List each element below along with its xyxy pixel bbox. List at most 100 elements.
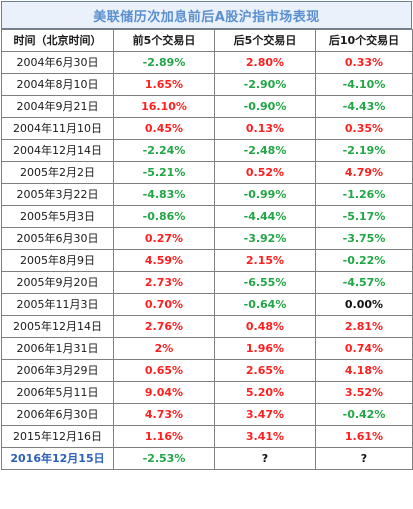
before5-cell: -5.21% xyxy=(113,161,215,184)
after5-cell: 1.96% xyxy=(214,337,316,360)
after5-cell: 0.52% xyxy=(214,161,316,184)
table-row: 2006年5月11日 9.04% 5.20% 3.52% xyxy=(1,381,413,404)
before5-cell: 1.65% xyxy=(113,73,215,96)
after5-cell: -0.64% xyxy=(214,293,316,316)
date-cell: 2006年6月30日 xyxy=(1,403,114,426)
after10-cell: -2.19% xyxy=(315,139,413,162)
before5-cell: -0.86% xyxy=(113,205,215,228)
before5-cell: 9.04% xyxy=(113,381,215,404)
data-table: 时间（北京时间） 前5个交易日 后5个交易日 后10个交易日 2004年6月30… xyxy=(1,29,413,470)
date-cell: 2006年5月11日 xyxy=(1,381,114,404)
after5-cell: 0.13% xyxy=(214,117,316,140)
table-row: 2005年9月20日 2.73% -6.55% -4.57% xyxy=(1,271,413,294)
after5-cell: 3.41% xyxy=(214,425,316,448)
date-cell: 2005年8月9日 xyxy=(1,249,114,272)
after5-cell: 0.48% xyxy=(214,315,316,338)
header-after5: 后5个交易日 xyxy=(214,29,316,52)
table-row: 2016年12月15日 -2.53%?? xyxy=(1,447,413,470)
after10-cell: -4.57% xyxy=(315,271,413,294)
date-cell: 2004年6月30日 xyxy=(1,51,114,74)
table-row: 2005年6月30日 0.27% -3.92% -3.75% xyxy=(1,227,413,250)
date-cell: 2004年12月14日 xyxy=(1,139,114,162)
after5-cell: -4.44% xyxy=(214,205,316,228)
date-cell: 2015年12月16日 xyxy=(1,425,114,448)
after10-cell: -0.42% xyxy=(315,403,413,426)
table-row: 2006年6月30日 4.73% 3.47% -0.42% xyxy=(1,403,413,426)
before5-cell: 1.16% xyxy=(113,425,215,448)
after5-cell: -0.99% xyxy=(214,183,316,206)
header-after10: 后10个交易日 xyxy=(315,29,413,52)
table-row: 2015年12月16日 1.16% 3.41% 1.61% xyxy=(1,425,413,448)
date-cell: 2006年1月31日 xyxy=(1,337,114,360)
after10-cell: -1.26% xyxy=(315,183,413,206)
after5-cell: -0.90% xyxy=(214,95,316,118)
header-date: 时间（北京时间） xyxy=(1,29,114,52)
table-row: 2005年12月14日 2.76% 0.48% 2.81% xyxy=(1,315,413,338)
date-cell: 2006年3月29日 xyxy=(1,359,114,382)
before5-cell: 2.76% xyxy=(113,315,215,338)
after10-cell: 0.00% xyxy=(315,293,413,316)
table-row: 2004年9月21日 16.10% -0.90% -4.43% xyxy=(1,95,413,118)
after5-cell: 3.47% xyxy=(214,403,316,426)
date-cell: 2005年12月14日 xyxy=(1,315,114,338)
after5-cell: ? xyxy=(214,447,316,470)
before5-cell: -2.24% xyxy=(113,139,215,162)
date-cell: 2005年3月22日 xyxy=(1,183,114,206)
after5-cell: 2.15% xyxy=(214,249,316,272)
header-before5: 前5个交易日 xyxy=(113,29,215,52)
after5-cell: -3.92% xyxy=(214,227,316,250)
before5-cell: 0.27% xyxy=(113,227,215,250)
table-row: 2004年8月10日 1.65% -2.90% -4.10% xyxy=(1,73,413,96)
date-cell: 2016年12月15日 xyxy=(1,447,114,470)
header-row: 时间（北京时间） 前5个交易日 后5个交易日 后10个交易日 xyxy=(1,29,413,52)
table-row: 2004年6月30日 -2.89% 2.80% 0.33% xyxy=(1,51,413,74)
before5-cell: -2.53% xyxy=(113,447,215,470)
after10-cell: 0.74% xyxy=(315,337,413,360)
table-body: 时间（北京时间） 前5个交易日 后5个交易日 后10个交易日 2004年6月30… xyxy=(1,29,413,470)
table-title: 美联储历次加息前后A股沪指市场表现 xyxy=(1,1,412,29)
date-cell: 2004年11月10日 xyxy=(1,117,114,140)
table-row: 2005年2月2日 -5.21% 0.52% 4.79% xyxy=(1,161,413,184)
table-row: 2005年8月9日 4.59% 2.15% -0.22% xyxy=(1,249,413,272)
after10-cell: 2.81% xyxy=(315,315,413,338)
after5-cell: 5.20% xyxy=(214,381,316,404)
table-row: 2005年5月3日 -0.86% -4.44% -5.17% xyxy=(1,205,413,228)
before5-cell: 0.45% xyxy=(113,117,215,140)
table-row: 2004年11月10日 0.45% 0.13% 0.35% xyxy=(1,117,413,140)
before5-cell: 0.65% xyxy=(113,359,215,382)
table-row: 2006年3月29日 0.65% 2.65% 4.18% xyxy=(1,359,413,382)
after10-cell: 0.35% xyxy=(315,117,413,140)
date-cell: 2005年6月30日 xyxy=(1,227,114,250)
after10-cell: 3.52% xyxy=(315,381,413,404)
before5-cell: -2.89% xyxy=(113,51,215,74)
before5-cell: 16.10% xyxy=(113,95,215,118)
after10-cell: 4.79% xyxy=(315,161,413,184)
after5-cell: -2.48% xyxy=(214,139,316,162)
after5-cell: 2.80% xyxy=(214,51,316,74)
after10-cell: 0.33% xyxy=(315,51,413,74)
table-row: 2006年1月31日 2% 1.96% 0.74% xyxy=(1,337,413,360)
after5-cell: -6.55% xyxy=(214,271,316,294)
date-cell: 2005年2月2日 xyxy=(1,161,114,184)
after10-cell: -4.43% xyxy=(315,95,413,118)
after10-cell: ? xyxy=(315,447,413,470)
after10-cell: -4.10% xyxy=(315,73,413,96)
after10-cell: 1.61% xyxy=(315,425,413,448)
after10-cell: -3.75% xyxy=(315,227,413,250)
after5-cell: -2.90% xyxy=(214,73,316,96)
before5-cell: 4.73% xyxy=(113,403,215,426)
before5-cell: 2.73% xyxy=(113,271,215,294)
table-row: 2004年12月14日 -2.24% -2.48% -2.19% xyxy=(1,139,413,162)
after10-cell: 4.18% xyxy=(315,359,413,382)
after5-cell: 2.65% xyxy=(214,359,316,382)
date-cell: 2005年11月3日 xyxy=(1,293,114,316)
table-row: 2005年3月22日 -4.83% -0.99% -1.26% xyxy=(1,183,413,206)
date-cell: 2005年5月3日 xyxy=(1,205,114,228)
before5-cell: 2% xyxy=(113,337,215,360)
after10-cell: -0.22% xyxy=(315,249,413,272)
after10-cell: -5.17% xyxy=(315,205,413,228)
before5-cell: 4.59% xyxy=(113,249,215,272)
date-cell: 2004年9月21日 xyxy=(1,95,114,118)
date-cell: 2005年9月20日 xyxy=(1,271,114,294)
date-cell: 2004年8月10日 xyxy=(1,73,114,96)
